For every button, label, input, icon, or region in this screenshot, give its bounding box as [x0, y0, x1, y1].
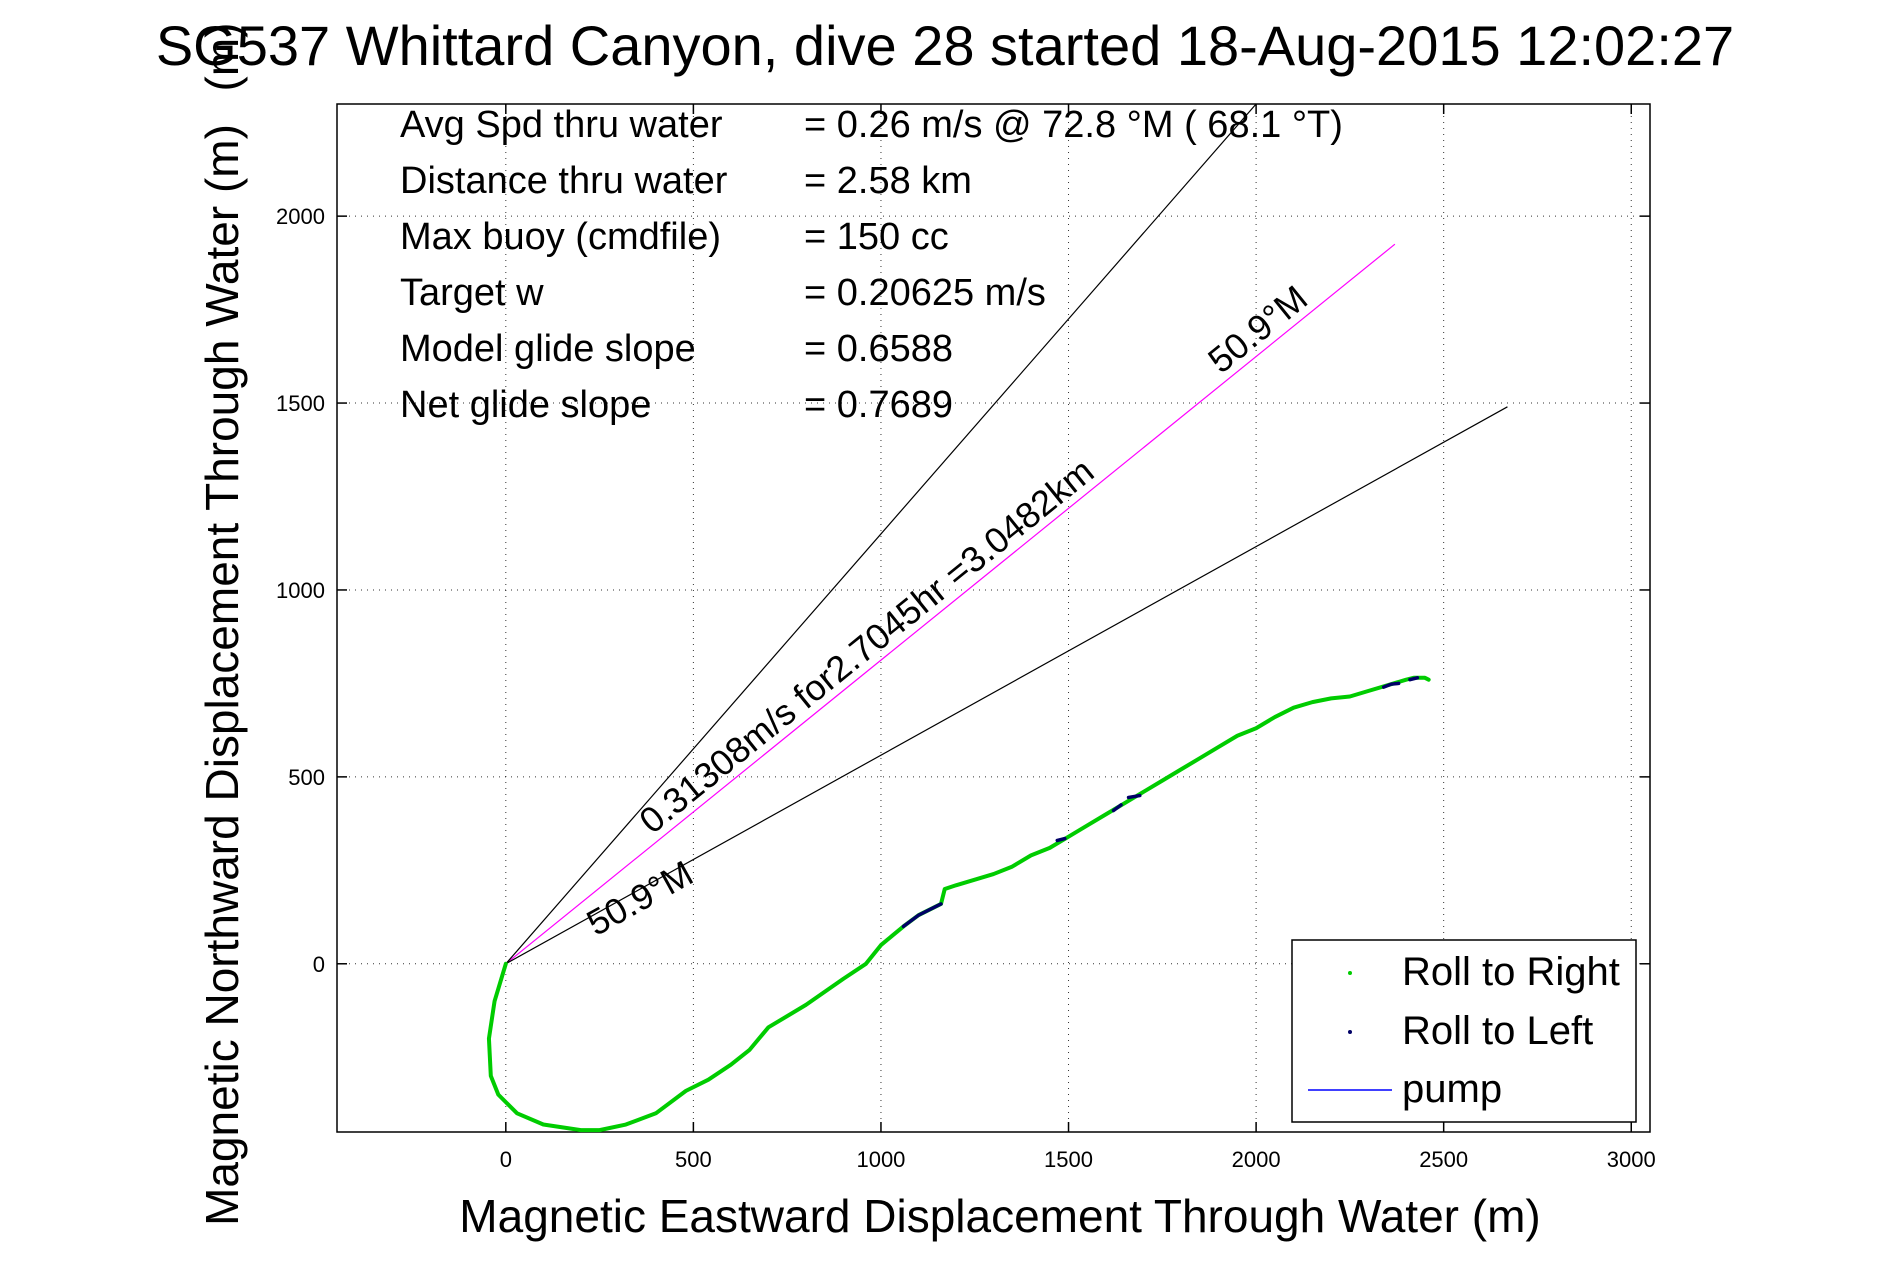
x-tick-label: 0 — [500, 1147, 512, 1172]
legend-label-roll-left: Roll to Left — [1402, 1009, 1593, 1053]
x-tick-label: 1500 — [1044, 1147, 1093, 1172]
stat-value: = 0.20625 m/s — [804, 272, 1046, 314]
chart-title: SG537 Whittard Canyon, dive 28 started 1… — [156, 14, 1734, 77]
stat-value: = 2.58 km — [804, 160, 972, 202]
y-tick-label: 1000 — [276, 578, 325, 603]
legend-label-pump: pump — [1402, 1067, 1502, 1111]
series-roll-to-left-segment — [1055, 836, 1067, 843]
y-axis-label: Magnetic Northward Displacement Through … — [196, 124, 248, 1226]
legend-marker-roll-left — [1348, 1030, 1352, 1034]
series-roll-to-left-segment — [1408, 676, 1420, 682]
stat-value: = 0.26 m/s @ 72.8 °M ( 68.1 °T) — [804, 104, 1343, 146]
x-axis-label: Magnetic Eastward Displacement Through W… — [459, 1190, 1540, 1242]
series-group — [486, 675, 1431, 1133]
y-tick-label: 500 — [288, 765, 325, 790]
legend: Roll to Right Roll to Left pump — [1291, 939, 1637, 1123]
y-tick-label: 2000 — [276, 204, 325, 229]
y-axis-label-overlap: (m) — [196, 23, 248, 92]
stat-label: Distance thru water — [400, 160, 728, 202]
x-tick-label: 1000 — [856, 1147, 905, 1172]
y-axis-ticks: 0 500 1000 1500 2000 — [276, 204, 1650, 977]
x-tick-label: 2500 — [1419, 1147, 1468, 1172]
stats-block: Avg Spd thru water = 0.26 m/s @ 72.8 °M (… — [400, 104, 1343, 426]
stat-value: = 0.6588 — [804, 328, 953, 370]
stat-value: = 150 cc — [804, 216, 949, 258]
legend-label-roll-right: Roll to Right — [1402, 950, 1620, 994]
stat-label: Avg Spd thru water — [400, 104, 723, 146]
stat-label: Max buoy (cmdfile) — [400, 216, 721, 258]
stat-label: Target w — [400, 272, 544, 314]
series-roll-to-left-segment — [1381, 681, 1401, 689]
stat-value: = 0.7689 — [804, 384, 953, 426]
y-tick-label: 1500 — [276, 391, 325, 416]
series-roll-to-left-segment — [1126, 793, 1142, 800]
x-tick-label: 500 — [675, 1147, 712, 1172]
reference-lines — [505, 103, 1508, 965]
series-roll-to-left-segment — [1111, 803, 1123, 813]
x-tick-label: 2000 — [1232, 1147, 1281, 1172]
y-tick-label: 0 — [313, 952, 325, 977]
stat-label: Model glide slope — [400, 328, 696, 370]
heading-line — [505, 243, 1396, 965]
upper-bound-line — [505, 103, 1257, 965]
plot-frame — [336, 103, 1651, 1133]
legend-marker-roll-right — [1348, 971, 1352, 975]
lower-bound-line — [505, 406, 1508, 965]
x-axis-ticks: 0 500 1000 1500 2000 2500 3000 — [500, 104, 1656, 1172]
stat-label: Net glide slope — [400, 384, 651, 426]
series-roll-to-left-segment — [901, 902, 943, 929]
series-roll-to-right — [486, 675, 1431, 1133]
x-tick-label: 3000 — [1607, 1147, 1656, 1172]
